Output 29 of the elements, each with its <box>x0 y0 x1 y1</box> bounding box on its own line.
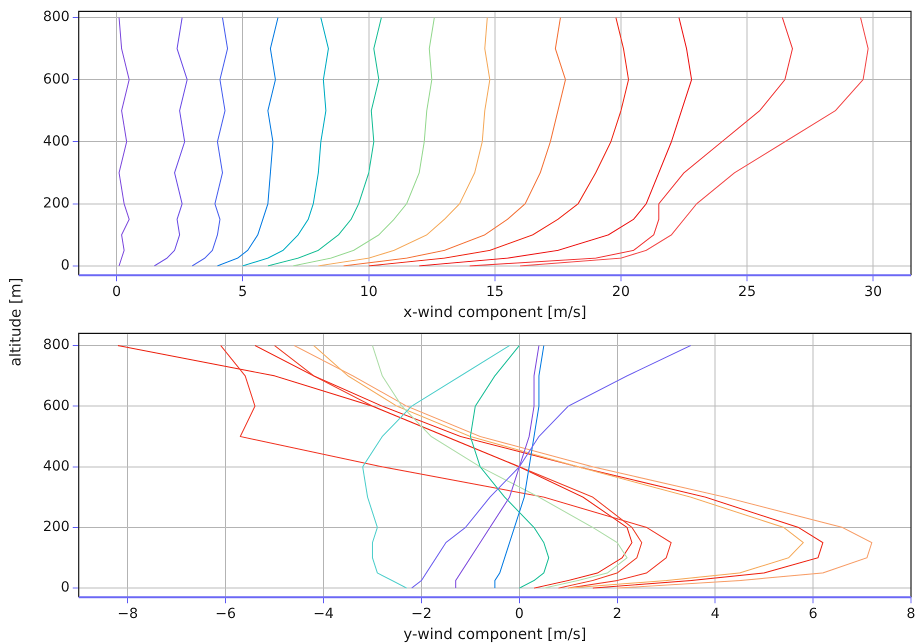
y-tick-label: 400 <box>42 458 70 474</box>
y-tick-label: 600 <box>42 71 70 88</box>
x-axis-title: y-wind component [m/s] <box>403 624 586 643</box>
y-tick-label: 400 <box>42 133 70 150</box>
x-tick-label: 15 <box>486 284 504 300</box>
x-tick-label: 25 <box>738 284 756 300</box>
x-tick-label: −2 <box>411 606 432 622</box>
x-tick-label: −8 <box>117 606 138 622</box>
x-axis-title: x-wind component [m/s] <box>403 302 587 321</box>
y-tick-label: 0 <box>60 580 70 596</box>
y-tick-label: 600 <box>42 398 70 414</box>
y-axis-title: altitude [m] <box>6 278 24 366</box>
y-tick-label: 800 <box>42 337 70 354</box>
x-tick-label: 10 <box>360 284 378 300</box>
x-tick-label: 8 <box>906 606 916 622</box>
y-tick-label: 800 <box>42 9 70 26</box>
x-tick-label: −6 <box>215 606 236 622</box>
y-tick-label: 200 <box>42 519 70 536</box>
y-tick-label: 0 <box>60 258 70 274</box>
x-tick-label: −4 <box>313 606 334 622</box>
x-tick-label: 20 <box>612 284 630 300</box>
x-tick-label: 4 <box>710 606 720 622</box>
x-tick-label: 0 <box>112 284 122 300</box>
y-tick-label: 200 <box>42 195 70 212</box>
x-tick-label: 6 <box>808 606 818 622</box>
x-tick-label: 2 <box>612 606 622 622</box>
x-tick-label: 30 <box>864 284 882 300</box>
x-tick-label: 0 <box>514 606 524 622</box>
x-tick-label: 5 <box>238 284 248 300</box>
